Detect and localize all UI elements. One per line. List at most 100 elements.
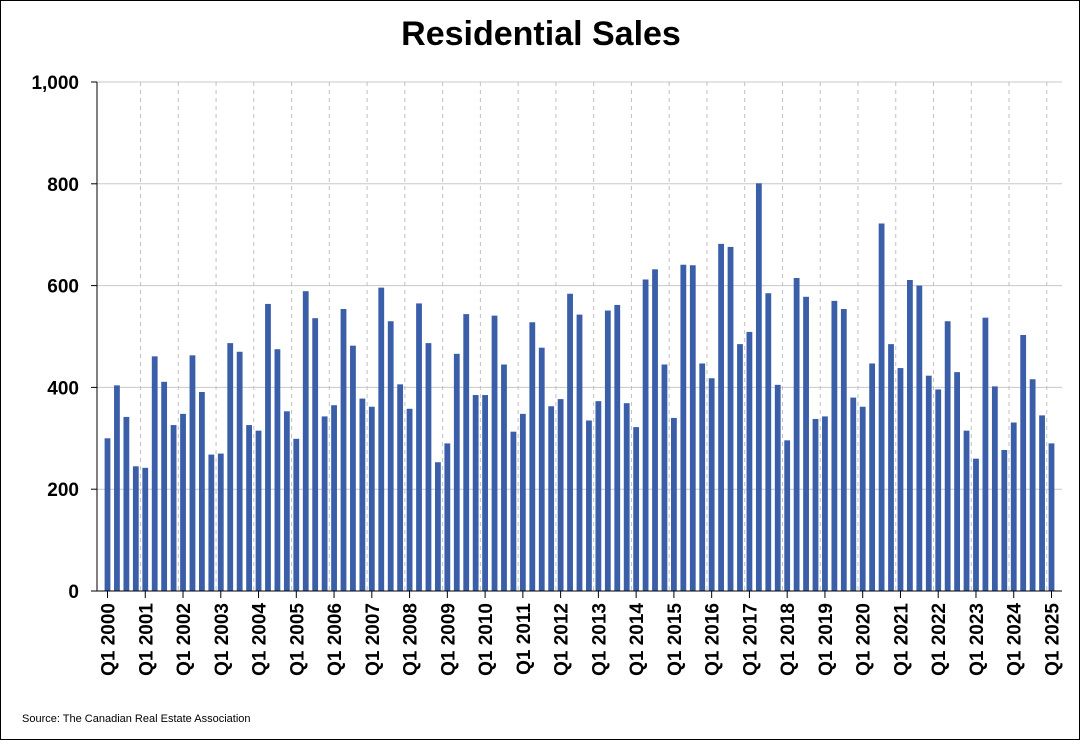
bar [538, 347, 545, 591]
bar [897, 368, 904, 591]
bar [822, 416, 828, 591]
bar [359, 398, 366, 591]
bar [973, 458, 979, 591]
bar [567, 293, 573, 591]
x-tick-label: Q1 2004 [250, 603, 271, 676]
x-tick-label: Q1 2008 [401, 603, 422, 676]
bar [944, 321, 951, 591]
bars [104, 183, 1055, 591]
bar [104, 438, 111, 591]
bar [519, 413, 526, 591]
bar [274, 349, 281, 591]
x-tick-label: Q1 2015 [665, 603, 686, 676]
x-tick-label: Q1 2013 [589, 603, 610, 676]
bar [463, 314, 470, 591]
bar [482, 395, 488, 591]
x-tick-label: Q1 2023 [967, 603, 988, 676]
bar [350, 345, 356, 591]
bar [425, 343, 432, 591]
bar [586, 420, 592, 591]
bar [869, 363, 876, 591]
bar [491, 315, 498, 591]
bar [416, 303, 422, 591]
bar [199, 391, 205, 591]
bar [1001, 450, 1008, 591]
bar [803, 296, 809, 591]
axes [91, 81, 1062, 598]
y-tick-label: 200 [47, 480, 79, 501]
bar [444, 443, 451, 591]
bar [623, 403, 630, 591]
bar [397, 384, 404, 591]
x-tick-label: Q1 2025 [1043, 603, 1064, 676]
bar [180, 413, 186, 591]
bar [671, 417, 677, 591]
y-tick-label: 0 [68, 582, 79, 603]
bar [595, 401, 602, 591]
bar [227, 343, 234, 591]
bar [888, 344, 894, 591]
bar [689, 265, 696, 591]
bar [123, 416, 130, 591]
bar [765, 293, 772, 591]
source-note: Source: The Canadian Real Estate Associa… [22, 713, 251, 725]
bar [114, 385, 120, 591]
bar [614, 304, 621, 591]
x-tick-label: Q1 2018 [778, 603, 799, 676]
bar [189, 355, 196, 591]
x-tick-label: Q1 2020 [854, 603, 875, 676]
bar [642, 279, 649, 591]
bar [755, 183, 762, 591]
bar [246, 425, 252, 591]
x-tick-label: Q1 2019 [816, 603, 837, 676]
bar [557, 399, 564, 591]
bar [793, 277, 800, 591]
bar [925, 375, 932, 591]
x-tick-label: Q1 2003 [212, 603, 233, 676]
bar [265, 303, 271, 591]
bar [236, 351, 243, 591]
bar [217, 453, 224, 591]
bar [283, 411, 290, 591]
bar [548, 406, 555, 591]
y-tick-label: 400 [47, 378, 79, 399]
bar [293, 438, 300, 591]
x-tick-label: Q1 2006 [325, 603, 346, 676]
bar [831, 300, 838, 591]
bar [435, 462, 441, 591]
bar [331, 405, 337, 591]
bar [982, 317, 989, 591]
x-tick-label: Q1 2002 [174, 603, 195, 676]
bar [633, 427, 640, 591]
x-tick-label: Q1 2022 [929, 603, 950, 676]
bar [1039, 415, 1045, 591]
bar [1048, 443, 1055, 591]
bar [576, 314, 583, 591]
bar [340, 309, 347, 591]
tick-labels: 0 200 400 600 800 1,000 Q1 2000 Q1 2001 Q1 2002 Q… [31, 73, 1063, 676]
bar [991, 386, 998, 591]
bar [529, 322, 536, 591]
bar [321, 416, 328, 591]
y-tick-label: 1,000 [31, 73, 79, 94]
bar [727, 246, 734, 591]
x-tick-label: Q1 2012 [552, 603, 573, 676]
bar [368, 406, 375, 591]
x-tick-label: Q1 2024 [1005, 603, 1026, 676]
bar [774, 384, 781, 591]
x-tick-label: Q1 2017 [740, 603, 761, 676]
bar [501, 364, 507, 591]
bar [378, 287, 385, 591]
bar [406, 408, 413, 591]
bar [737, 344, 743, 591]
bar [208, 454, 215, 591]
bar [312, 318, 319, 591]
bar [170, 425, 177, 591]
bar [1010, 422, 1017, 591]
bar [453, 353, 460, 591]
bar [859, 406, 866, 591]
bar [784, 440, 791, 591]
y-tick-label: 800 [47, 175, 79, 196]
